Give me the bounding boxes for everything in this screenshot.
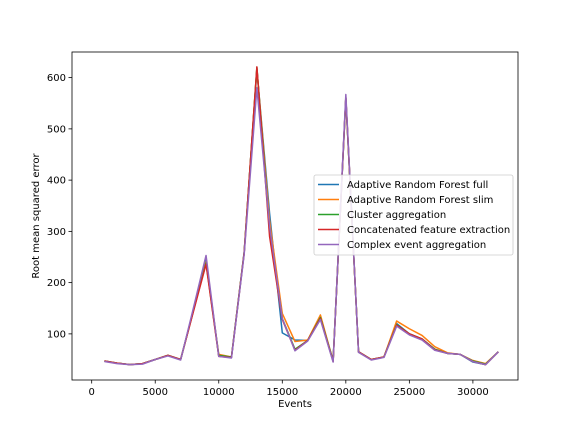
plot-lines xyxy=(104,66,499,366)
legend-box xyxy=(313,174,514,256)
legend-entry-label: Cluster aggregation xyxy=(347,210,446,221)
x-tick-label: 20000 xyxy=(330,387,362,398)
y-tick-label: 400 xyxy=(47,176,66,187)
legend-entry-label: Adaptive Random Forest full xyxy=(347,180,488,191)
y-tick-label: 100 xyxy=(47,329,66,340)
x-tick-label: 0 xyxy=(89,387,95,398)
x-tick-label: 15000 xyxy=(266,387,298,398)
x-tick-label: 30000 xyxy=(457,387,489,398)
legend-entry-label: Complex event aggregation xyxy=(347,240,486,251)
plot-frame xyxy=(71,51,519,381)
y-axis-ticks: 100 200 300 400 500 600 xyxy=(47,73,72,340)
x-tick-label: 25000 xyxy=(393,387,425,398)
legend: Adaptive Random Forest full Adaptive Rand… xyxy=(313,174,514,256)
y-tick-label: 200 xyxy=(47,278,66,289)
legend-entry-label: Adaptive Random Forest slim xyxy=(347,195,493,206)
x-axis-label: Events xyxy=(278,399,312,410)
series-line-5 xyxy=(104,87,499,366)
y-tick-label: 300 xyxy=(47,227,66,238)
legend-entry-label: Concatenated feature extraction xyxy=(347,225,510,236)
y-tick-label: 600 xyxy=(47,73,66,84)
x-axis-ticks: 0 5000 10000 15000 20000 25000 30000 xyxy=(89,380,489,398)
x-tick-label: 10000 xyxy=(203,387,235,398)
y-axis-label: Root mean squared error xyxy=(31,153,42,279)
y-tick-label: 500 xyxy=(47,124,66,135)
x-tick-label: 5000 xyxy=(143,387,168,398)
